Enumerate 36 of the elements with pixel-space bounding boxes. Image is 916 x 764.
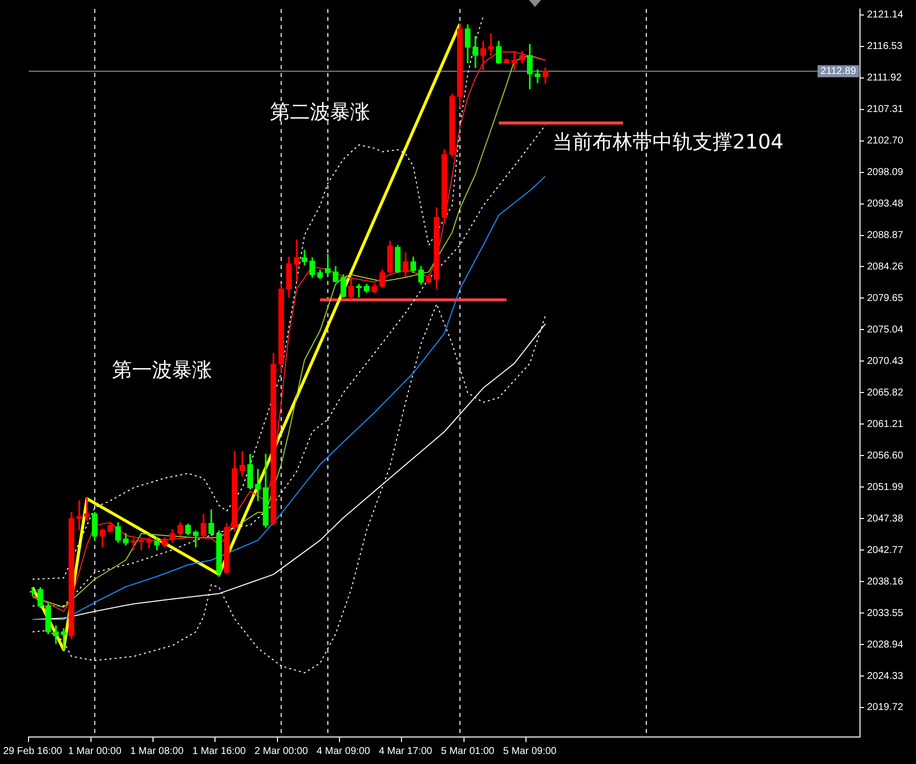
y-tick-label: 2065.82: [867, 387, 904, 398]
y-tick-label: 2121.14: [867, 10, 904, 21]
annotation: 第一波暴涨: [112, 356, 212, 384]
y-tick-label: 2079.65: [867, 292, 904, 304]
y-tick-label: 2111.92: [867, 72, 902, 84]
annotation: 当前布林带中轨支撑2104: [552, 128, 784, 156]
y-tick-label: 2088.87: [867, 230, 904, 242]
x-tick-label: 1 Mar 00:00: [68, 746, 122, 757]
y-tick-label: 2051.99: [867, 482, 904, 493]
x-tick-label: 4 Mar 17:00: [378, 746, 433, 757]
y-tick-label: 2070.43: [867, 356, 904, 367]
x-tick-label: 29 Feb 16:00: [3, 746, 63, 757]
x-tick-label: 1 Mar 08:00: [130, 746, 184, 757]
y-tick-label: 2019.72: [867, 702, 904, 714]
y-tick-label: 2024.33: [867, 670, 904, 682]
y-tick-label: 2033.55: [867, 608, 904, 619]
y-tick-label: 2116.53: [867, 41, 903, 52]
x-tick-label: 5 Mar 09:00: [503, 746, 557, 757]
x-tick-label: 5 Mar 01:00: [440, 746, 495, 757]
y-tick-label: 2028.94: [867, 639, 904, 650]
y-tick-label: 2047.38: [867, 513, 904, 524]
y-tick-label: 2056.60: [867, 450, 904, 462]
x-tick-label: 2 Mar 00:00: [254, 746, 308, 757]
y-tick-label: 2107.31: [867, 104, 904, 116]
y-tick-label: 2075.04: [867, 324, 904, 336]
y-tick-label: 2038.16: [867, 576, 904, 588]
y-tick-label: 2042.77: [867, 544, 904, 556]
y-tick-label: 2098.09: [867, 167, 904, 178]
y-tick-label: 2102.70: [867, 136, 904, 147]
annotation: 第二波暴涨: [270, 98, 370, 126]
x-tick-label: 4 Mar 09:00: [316, 746, 370, 757]
y-tick-label: 2093.48: [867, 198, 904, 210]
y-tick-label: 2084.26: [867, 261, 904, 272]
y-tick-label: 2061.21: [867, 418, 904, 430]
x-tick-label: 1 Mar 16:00: [192, 746, 246, 757]
ref-line-label: 2112.89: [820, 66, 856, 77]
